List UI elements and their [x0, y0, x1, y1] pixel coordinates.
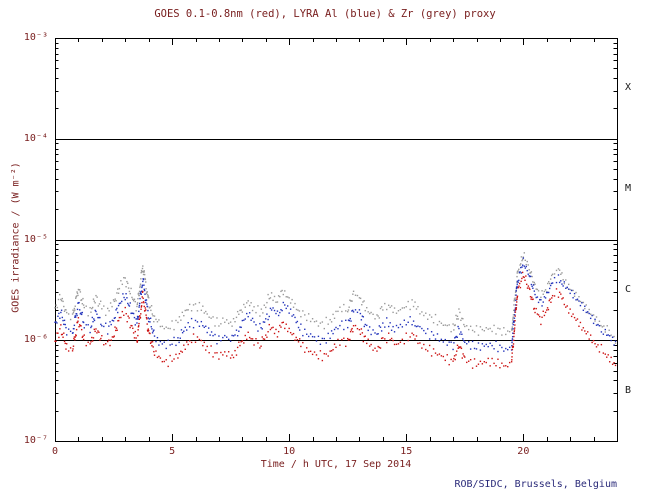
credit-text: ROB/SIDC, Brussels, Belgium: [454, 479, 617, 490]
y-axis-tick-label: 10⁻⁷: [23, 435, 48, 446]
x-axis-tick-label: 20: [517, 446, 530, 457]
y-axis-tick-label: 10⁻⁴: [23, 132, 48, 144]
x-axis-tick-label: 10: [283, 446, 296, 457]
y-axis-tick-label: 10⁻³: [23, 32, 48, 43]
x-axis-tick-label: 0: [51, 446, 59, 457]
flare-class-label-x: X: [625, 82, 632, 94]
y-axis-tick-label: 10⁻⁵: [23, 233, 48, 245]
y-axis-tick-label: 10⁻⁶: [23, 334, 48, 346]
flare-class-label-m: M: [625, 183, 632, 195]
chart-title: GOES 0.1-0.8nm (red), LYRA Al (blue) & Z…: [154, 8, 496, 20]
x-axis-tick-label: 5: [169, 446, 176, 457]
x-axis-tick-label: 15: [400, 446, 413, 457]
flare-class-label-b: B: [625, 384, 632, 396]
flare-class-label-c: C: [625, 283, 632, 295]
x-axis-label: Time / h UTC, 17 Sep 2014: [260, 459, 412, 470]
